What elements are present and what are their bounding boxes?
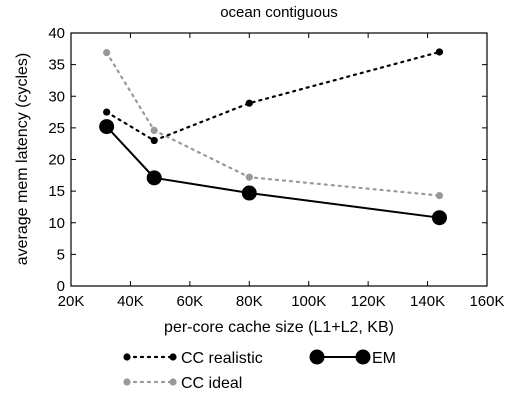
x-tick-label: 20K: [58, 293, 85, 310]
x-tick-label: 160K: [469, 293, 504, 310]
legend-label: CC ideal: [181, 375, 242, 392]
y-tick-label: 35: [48, 57, 65, 74]
y-tick-label: 5: [57, 246, 65, 263]
x-tick-label: 140K: [410, 293, 445, 310]
data-point: [435, 48, 444, 56]
y-tick-label: 30: [48, 88, 65, 105]
legend-marker: [355, 349, 371, 365]
data-point: [241, 185, 257, 201]
x-tick-label: 120K: [351, 293, 386, 310]
data-point: [150, 126, 158, 135]
series-line: [105, 50, 441, 142]
y-tick-label: 20: [48, 152, 65, 169]
y-tick-label: 40: [48, 25, 65, 42]
data-point: [245, 173, 253, 181]
x-tick-label: 60K: [177, 293, 204, 310]
y-tick-label: 0: [57, 278, 65, 295]
legend-marker: [309, 349, 325, 365]
data-point: [150, 136, 158, 145]
data-point: [431, 210, 447, 226]
data-point: [99, 119, 115, 135]
legend-marker: [169, 378, 177, 386]
plot-frame: [70, 32, 488, 287]
data-point: [435, 191, 444, 200]
data-point: [245, 99, 253, 107]
y-axis-label: average mem latency (cycles): [14, 53, 31, 266]
x-tick-label: 80K: [236, 293, 263, 310]
legend-marker: [169, 353, 177, 361]
x-axis-label: per-core cache size (L1+L2, KB): [164, 319, 394, 336]
data-point: [146, 170, 162, 186]
series-line: [105, 125, 441, 219]
legend: CC realistic EM CC ideal: [123, 349, 396, 392]
data-point: [103, 108, 111, 116]
y-tick-label: 25: [48, 120, 65, 137]
y-tick-label: 15: [48, 183, 65, 200]
x-tick-label: 100K: [291, 293, 326, 310]
chart-title: ocean contiguous: [220, 4, 338, 21]
x-tick-label: 40K: [117, 293, 144, 310]
y-tick-label: 10: [48, 215, 65, 232]
legend-marker: [123, 353, 131, 361]
legend-label: EM: [372, 350, 396, 367]
data-point: [103, 49, 111, 57]
legend-label: CC realistic: [181, 350, 263, 367]
legend-marker: [123, 378, 131, 386]
plot-area: 20K 40K 60K 80K 100K 120K 140K 160K 0 5 10 15 20 25 30…: [48, 25, 504, 310]
